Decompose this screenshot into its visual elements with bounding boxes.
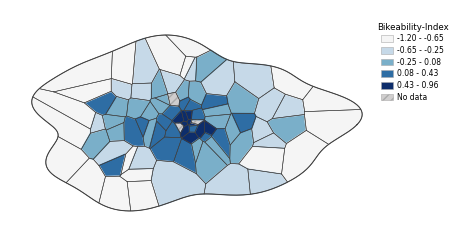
Polygon shape	[191, 120, 204, 125]
Polygon shape	[172, 110, 184, 123]
Polygon shape	[143, 118, 157, 148]
Polygon shape	[184, 57, 197, 81]
Polygon shape	[145, 35, 186, 75]
Polygon shape	[272, 94, 305, 119]
Polygon shape	[305, 109, 362, 144]
Polygon shape	[102, 114, 125, 130]
Polygon shape	[181, 121, 188, 127]
Polygon shape	[195, 120, 205, 138]
Polygon shape	[127, 180, 159, 211]
Polygon shape	[196, 50, 227, 82]
Polygon shape	[192, 138, 203, 163]
Polygon shape	[196, 141, 227, 184]
Polygon shape	[132, 38, 159, 84]
Polygon shape	[180, 56, 195, 79]
Polygon shape	[212, 129, 230, 159]
Polygon shape	[124, 116, 144, 147]
Polygon shape	[252, 116, 274, 143]
Polygon shape	[189, 126, 198, 132]
Polygon shape	[184, 99, 202, 111]
Polygon shape	[155, 94, 170, 105]
Polygon shape	[282, 130, 328, 182]
Polygon shape	[191, 108, 205, 120]
Polygon shape	[226, 82, 259, 114]
Polygon shape	[202, 104, 231, 117]
Polygon shape	[181, 110, 189, 122]
Polygon shape	[204, 114, 231, 129]
Polygon shape	[201, 60, 235, 96]
Polygon shape	[205, 120, 216, 136]
Polygon shape	[202, 94, 228, 109]
Polygon shape	[188, 81, 207, 105]
Polygon shape	[105, 96, 128, 117]
Polygon shape	[160, 69, 184, 94]
Polygon shape	[200, 132, 212, 142]
Polygon shape	[126, 98, 150, 119]
Polygon shape	[303, 86, 361, 112]
Polygon shape	[238, 146, 285, 174]
Polygon shape	[182, 132, 199, 144]
Polygon shape	[176, 80, 189, 101]
Legend: -1.20 - -0.65, -0.65 - -0.25, -0.25 - 0.08, 0.08 - 0.43, 0.43 - 0.96, No data: -1.20 - -0.65, -0.65 - -0.25, -0.25 - 0.…	[375, 21, 450, 103]
Polygon shape	[166, 35, 211, 57]
Polygon shape	[180, 125, 189, 138]
Polygon shape	[252, 133, 287, 148]
Polygon shape	[140, 102, 159, 120]
Polygon shape	[121, 146, 138, 175]
Polygon shape	[149, 121, 166, 149]
Polygon shape	[254, 88, 285, 122]
Polygon shape	[135, 117, 149, 137]
Polygon shape	[111, 78, 132, 100]
Polygon shape	[129, 146, 157, 169]
Polygon shape	[168, 92, 180, 106]
Polygon shape	[162, 105, 181, 120]
Polygon shape	[232, 114, 256, 133]
Polygon shape	[111, 41, 136, 84]
Polygon shape	[271, 66, 313, 100]
Polygon shape	[39, 51, 112, 92]
Polygon shape	[99, 154, 126, 176]
Polygon shape	[120, 168, 153, 182]
Polygon shape	[150, 137, 182, 162]
Polygon shape	[185, 110, 192, 120]
Polygon shape	[225, 113, 241, 145]
Polygon shape	[230, 129, 254, 164]
Polygon shape	[248, 169, 288, 194]
Polygon shape	[205, 137, 230, 165]
Polygon shape	[32, 97, 90, 149]
Polygon shape	[267, 114, 306, 144]
Polygon shape	[99, 176, 131, 211]
Polygon shape	[156, 114, 172, 131]
Polygon shape	[179, 97, 190, 110]
Polygon shape	[93, 141, 133, 166]
Polygon shape	[131, 83, 152, 101]
Polygon shape	[84, 91, 117, 115]
Polygon shape	[165, 121, 181, 138]
Polygon shape	[33, 89, 96, 129]
Polygon shape	[90, 113, 105, 133]
Polygon shape	[54, 79, 111, 103]
Polygon shape	[66, 158, 105, 203]
Polygon shape	[106, 123, 124, 141]
Polygon shape	[46, 137, 89, 183]
Polygon shape	[150, 98, 170, 114]
Polygon shape	[151, 160, 206, 206]
Polygon shape	[81, 129, 110, 159]
Polygon shape	[187, 119, 192, 125]
Polygon shape	[189, 123, 198, 126]
Polygon shape	[233, 61, 274, 99]
Polygon shape	[151, 69, 168, 99]
Polygon shape	[204, 163, 250, 195]
Polygon shape	[174, 138, 196, 174]
Polygon shape	[175, 123, 184, 134]
